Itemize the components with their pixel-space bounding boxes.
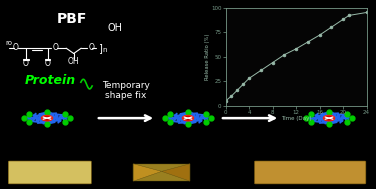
- Text: O: O: [13, 43, 19, 52]
- Text: ro: ro: [6, 40, 13, 46]
- Text: Protein: Protein: [24, 74, 76, 87]
- Circle shape: [323, 115, 335, 121]
- Text: O: O: [23, 59, 29, 68]
- Text: O: O: [89, 43, 95, 52]
- Text: Shape
recovery: Shape recovery: [230, 81, 270, 100]
- FancyBboxPatch shape: [8, 161, 91, 184]
- Polygon shape: [162, 164, 190, 181]
- Circle shape: [182, 115, 194, 121]
- Text: Temporary
shape fix: Temporary shape fix: [102, 81, 150, 100]
- Text: PBF: PBF: [56, 12, 86, 26]
- Polygon shape: [133, 164, 162, 181]
- Text: O: O: [45, 59, 51, 68]
- FancyBboxPatch shape: [255, 161, 366, 184]
- Text: OH: OH: [107, 23, 122, 33]
- Text: OH: OH: [68, 57, 79, 66]
- X-axis label: Time (Day): Time (Day): [281, 116, 311, 121]
- Text: n: n: [102, 47, 107, 53]
- Text: O: O: [53, 43, 59, 52]
- Text: ]: ]: [99, 43, 102, 53]
- Circle shape: [41, 115, 53, 121]
- Polygon shape: [133, 164, 190, 181]
- Y-axis label: Release Ratio (%): Release Ratio (%): [205, 33, 209, 80]
